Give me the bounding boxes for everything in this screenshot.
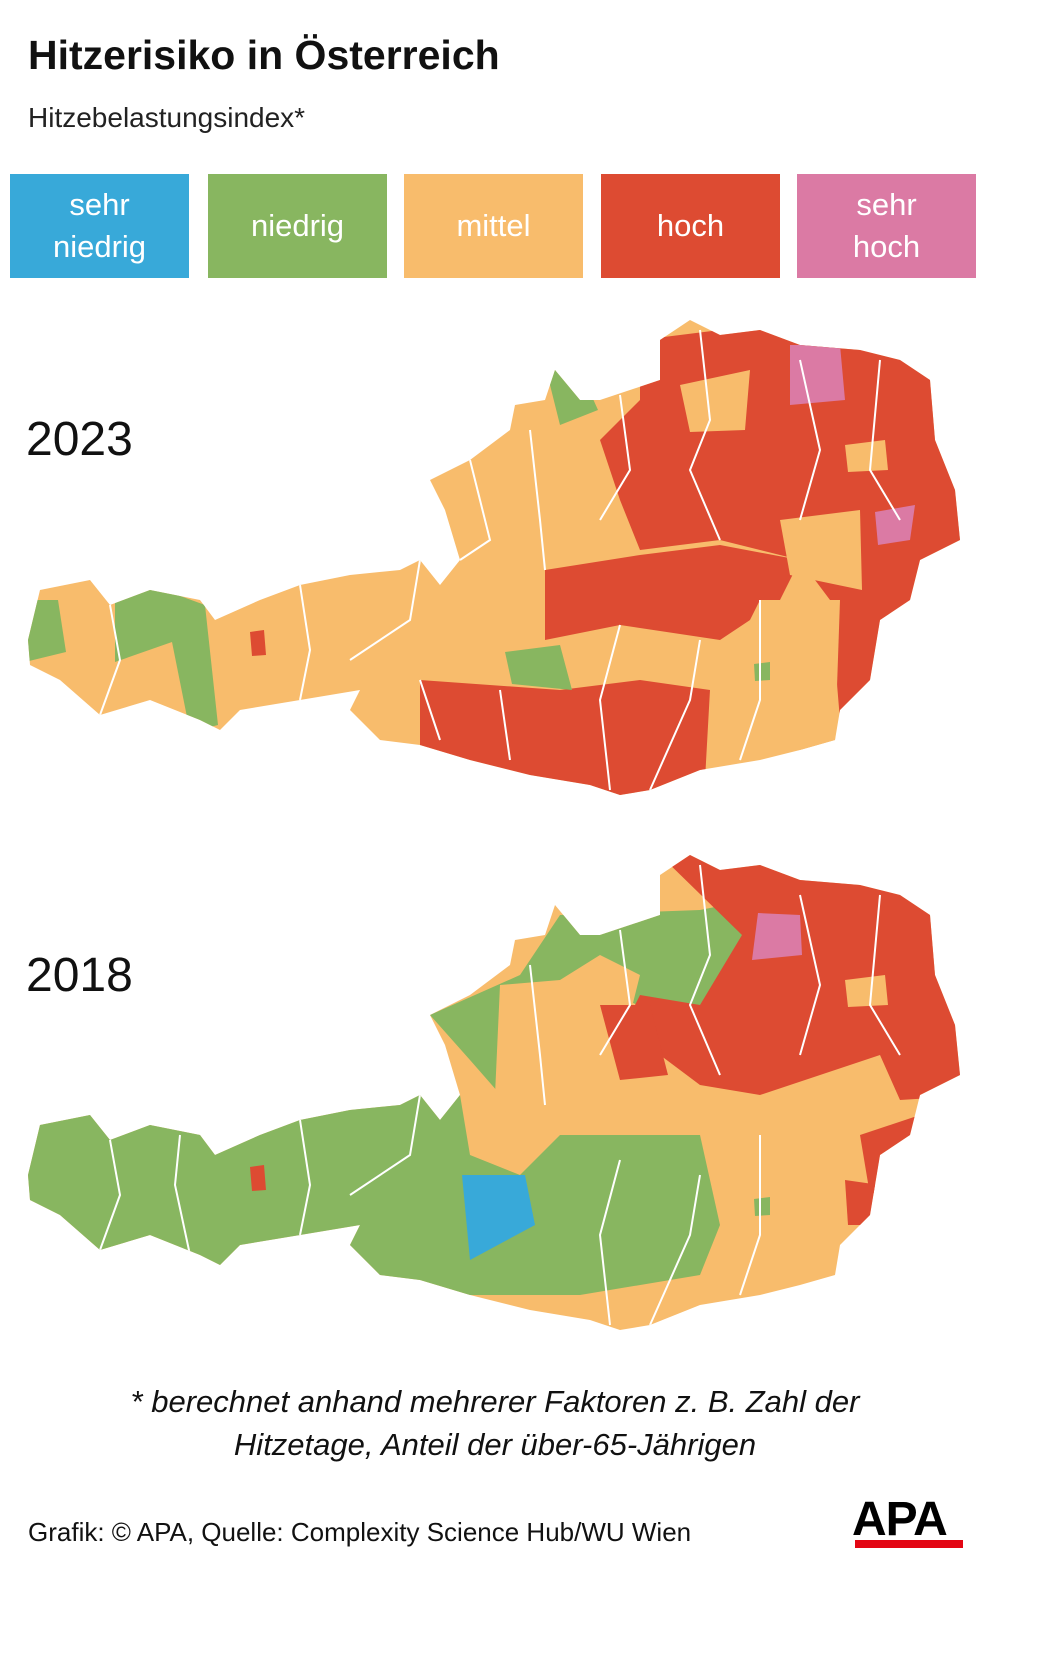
map-2018 [28, 855, 960, 1330]
title: Hitzerisiko in Österreich [28, 32, 500, 78]
region [754, 1197, 770, 1216]
region [545, 365, 598, 425]
region-borders [99, 329, 901, 791]
legend-item: mittel [404, 174, 583, 278]
region [845, 975, 888, 1007]
region [790, 345, 845, 405]
legend-item: hoch [601, 174, 780, 278]
legend-item: sehr niedrig [10, 174, 189, 278]
legend-item: sehr hoch [797, 174, 976, 278]
region [752, 913, 802, 960]
region [495, 955, 640, 1135]
region [420, 1310, 525, 1330]
region [845, 1180, 885, 1225]
region [505, 645, 572, 690]
region [28, 600, 66, 662]
region [250, 1165, 266, 1191]
logo: APA [852, 1493, 948, 1546]
region [680, 370, 750, 432]
region [720, 600, 840, 760]
region [780, 510, 862, 590]
footnote: * berechnet anhand mehrerer Faktoren z. … [130, 1384, 860, 1463]
region-borders [99, 864, 901, 1326]
source: Grafik: © APA, Quelle: Complexity Scienc… [28, 1517, 692, 1547]
region [754, 662, 770, 681]
legend-item: niedrig [208, 174, 387, 278]
region [620, 855, 960, 1100]
logo-bar [855, 1540, 963, 1548]
year-label: 2018 [26, 949, 133, 1002]
region [462, 1175, 535, 1260]
subtitle: Hitzebelastungsindex* [28, 102, 306, 133]
region [875, 505, 915, 545]
region [545, 545, 800, 640]
region [420, 680, 710, 795]
region [115, 585, 218, 732]
region [250, 630, 266, 656]
region [600, 1005, 668, 1080]
region [845, 440, 888, 472]
map-2023 [28, 320, 960, 795]
year-label: 2023 [26, 413, 133, 466]
